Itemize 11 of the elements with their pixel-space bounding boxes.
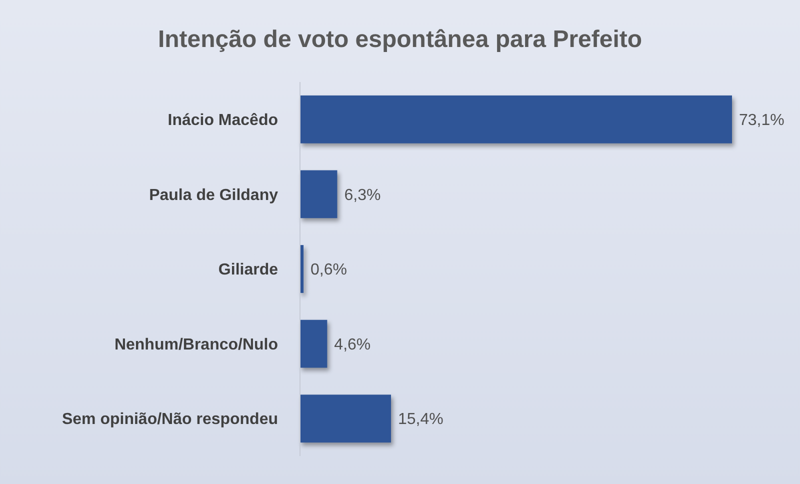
y-tick-label: Sem opinião/Não respondeu <box>62 411 278 428</box>
data-label: 73,1% <box>739 112 784 129</box>
y-tick-label: Giliarde <box>218 262 278 279</box>
chart-title: Intenção de voto espontânea para Prefeito <box>158 26 642 53</box>
data-label: 6,3% <box>344 186 381 204</box>
data-label: 0,6% <box>310 262 348 279</box>
y-tick-label: Paula de Gildany <box>149 186 278 204</box>
data-label: 4,6% <box>334 336 371 354</box>
y-tick-label: Inácio Macêdo <box>168 112 278 129</box>
data-label: 15,4% <box>398 411 444 428</box>
y-tick-label: Nenhum/Branco/Nulo <box>114 336 278 354</box>
